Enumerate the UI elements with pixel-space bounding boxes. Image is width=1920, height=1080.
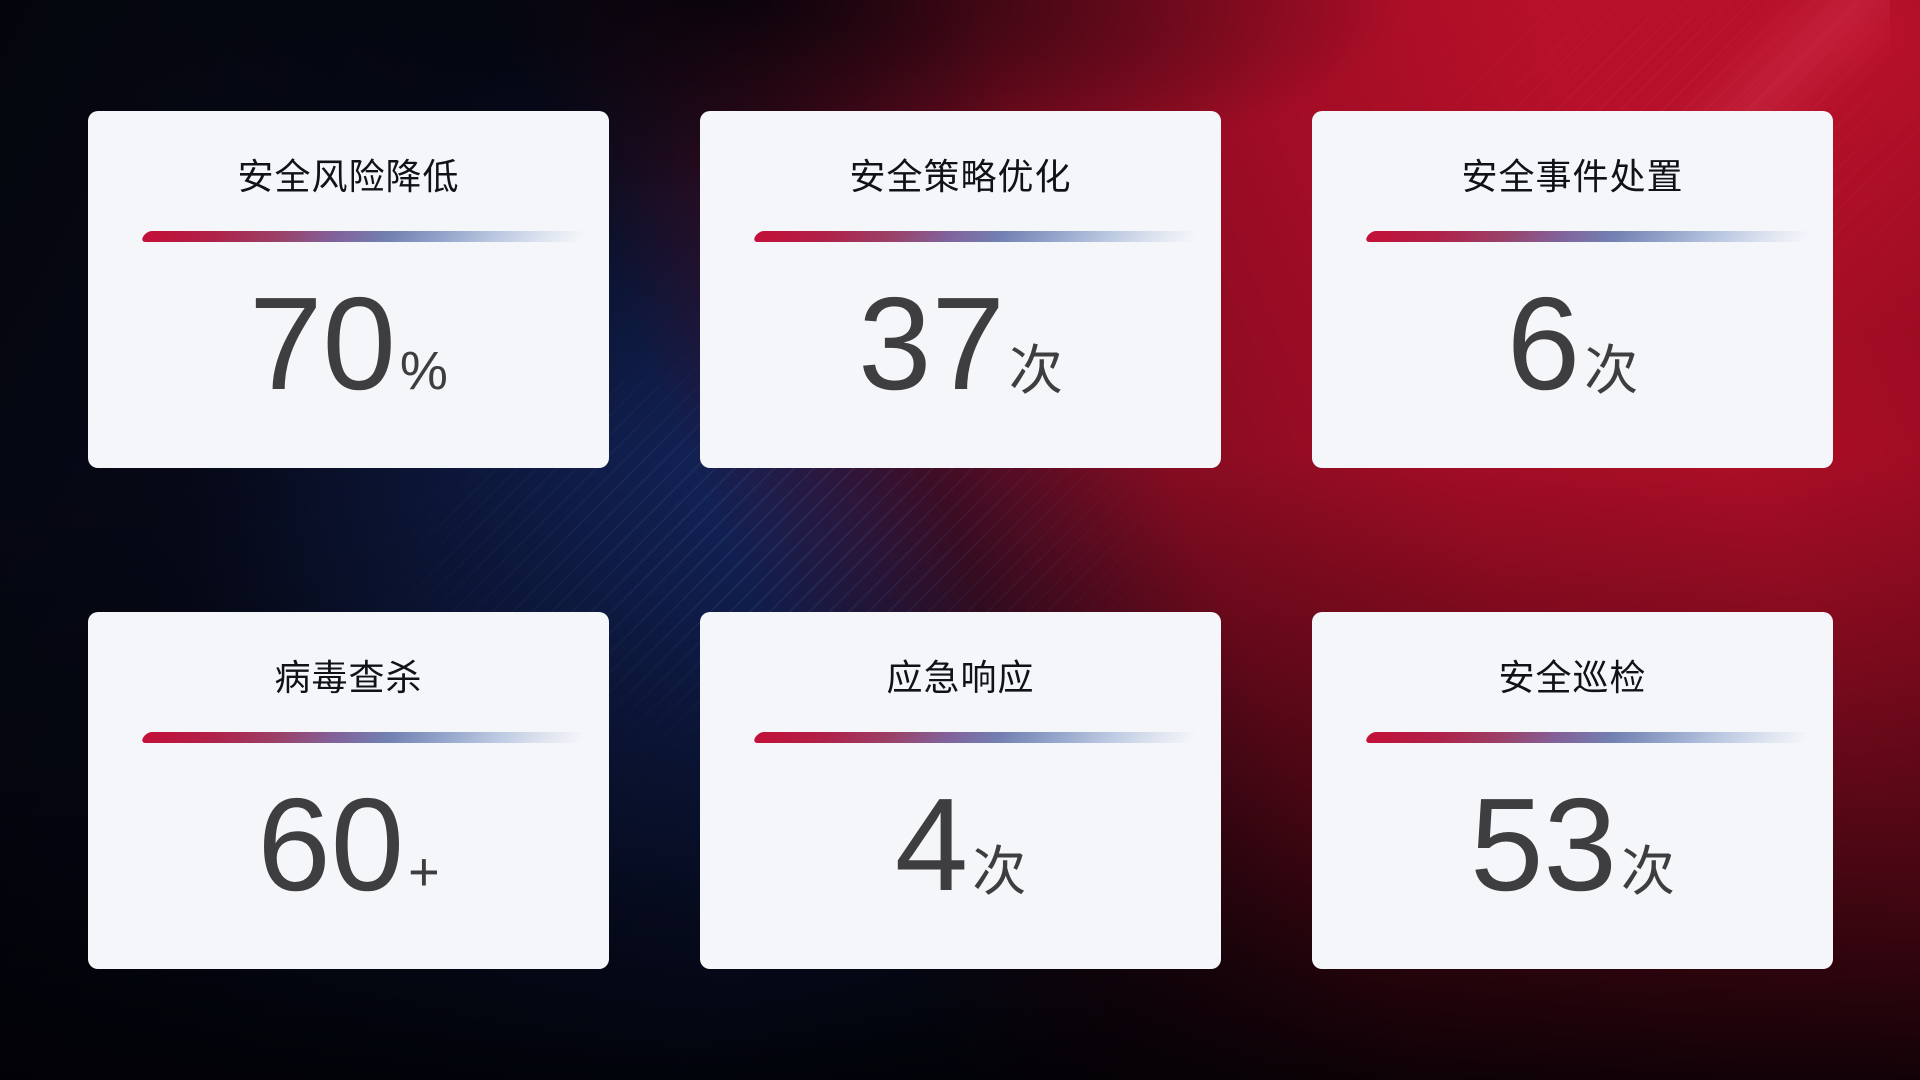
card-value: 70% xyxy=(88,278,609,410)
value-number: 60 xyxy=(257,771,405,918)
divider-accent-line xyxy=(140,231,601,242)
value-number: 53 xyxy=(1470,771,1617,918)
card-title: 安全巡检 xyxy=(1498,657,1647,698)
card-value: 4次 xyxy=(700,779,1221,911)
stat-card-virus-scan: 病毒查杀 60+ xyxy=(88,612,609,969)
value-number: 4 xyxy=(894,771,969,918)
divider-accent-line xyxy=(1364,231,1825,242)
card-value: 6次 xyxy=(1312,278,1833,410)
card-value: 53次 xyxy=(1312,779,1833,911)
card-title: 安全风险降低 xyxy=(237,156,460,197)
value-unit: 次 xyxy=(1008,341,1063,401)
divider-accent-line xyxy=(1364,732,1825,743)
stat-card-policy-optimization: 安全策略优化 37次 xyxy=(700,111,1221,468)
value-unit: + xyxy=(408,842,440,902)
value-unit: 次 xyxy=(1620,842,1675,902)
card-title: 病毒查杀 xyxy=(274,657,423,698)
stat-card-risk-reduction: 安全风险降低 70% xyxy=(88,111,609,468)
value-number: 37 xyxy=(858,270,1005,417)
value-number: 70 xyxy=(249,270,396,417)
value-number: 6 xyxy=(1506,270,1581,417)
card-value: 37次 xyxy=(700,278,1221,410)
card-title: 安全策略优化 xyxy=(849,156,1072,197)
stat-card-incident-handling: 安全事件处置 6次 xyxy=(1312,111,1833,468)
value-unit: 次 xyxy=(972,842,1027,902)
card-title: 应急响应 xyxy=(886,657,1035,698)
divider-accent-line xyxy=(752,231,1213,242)
value-unit: 次 xyxy=(1584,341,1639,401)
stat-card-emergency-response: 应急响应 4次 xyxy=(700,612,1221,969)
card-value: 60+ xyxy=(88,779,609,911)
divider-accent-line xyxy=(140,732,601,743)
card-title: 安全事件处置 xyxy=(1461,156,1684,197)
value-unit: % xyxy=(399,341,448,401)
stat-card-security-inspection: 安全巡检 53次 xyxy=(1312,612,1833,969)
divider-accent-line xyxy=(752,732,1213,743)
